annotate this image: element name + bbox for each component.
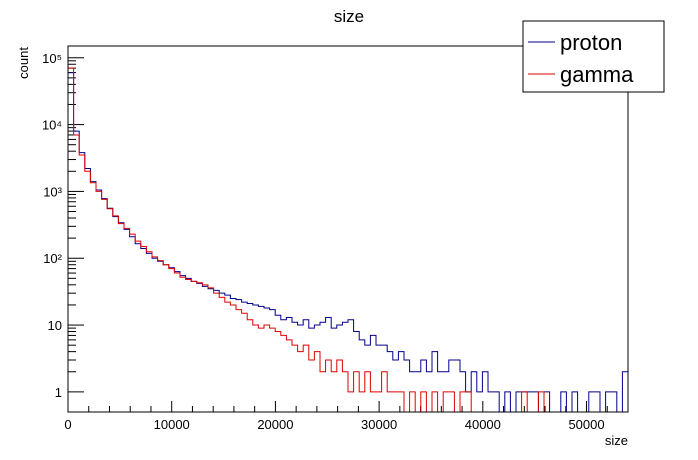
y-axis: 1 10 10² 10³ 10⁴ 10⁵ [42, 51, 84, 400]
x-tick-label: 30000 [361, 417, 397, 432]
x-tick-label: 0 [64, 417, 71, 432]
x-axis: 0 10000 20000 30000 40000 50000 [64, 401, 629, 432]
series-layer [67, 67, 629, 413]
y-tick-label: 10⁴ [42, 118, 62, 133]
x-tick-label: 10000 [154, 417, 190, 432]
y-axis-label: count [16, 47, 31, 79]
legend-label-gamma: gamma [560, 62, 634, 87]
y-tick-label: 10³ [43, 184, 62, 199]
chart-title: size [334, 7, 364, 26]
legend-box [522, 20, 665, 93]
y-tick-label: 10² [43, 251, 62, 266]
x-tick-label: 40000 [465, 417, 501, 432]
series-proton [67, 72, 629, 413]
plot-frame [67, 45, 629, 413]
y-tick-label: 10 [48, 318, 62, 333]
x-tick-label: 20000 [257, 417, 293, 432]
y-tick-label: 1 [55, 385, 62, 400]
x-tick-label: 50000 [568, 417, 604, 432]
y-tick-label: 10⁵ [42, 51, 62, 66]
series-gamma [67, 67, 628, 413]
x-axis-label: size [605, 433, 628, 448]
legend: proton gamma [522, 20, 665, 93]
legend-label-proton: proton [560, 30, 622, 55]
